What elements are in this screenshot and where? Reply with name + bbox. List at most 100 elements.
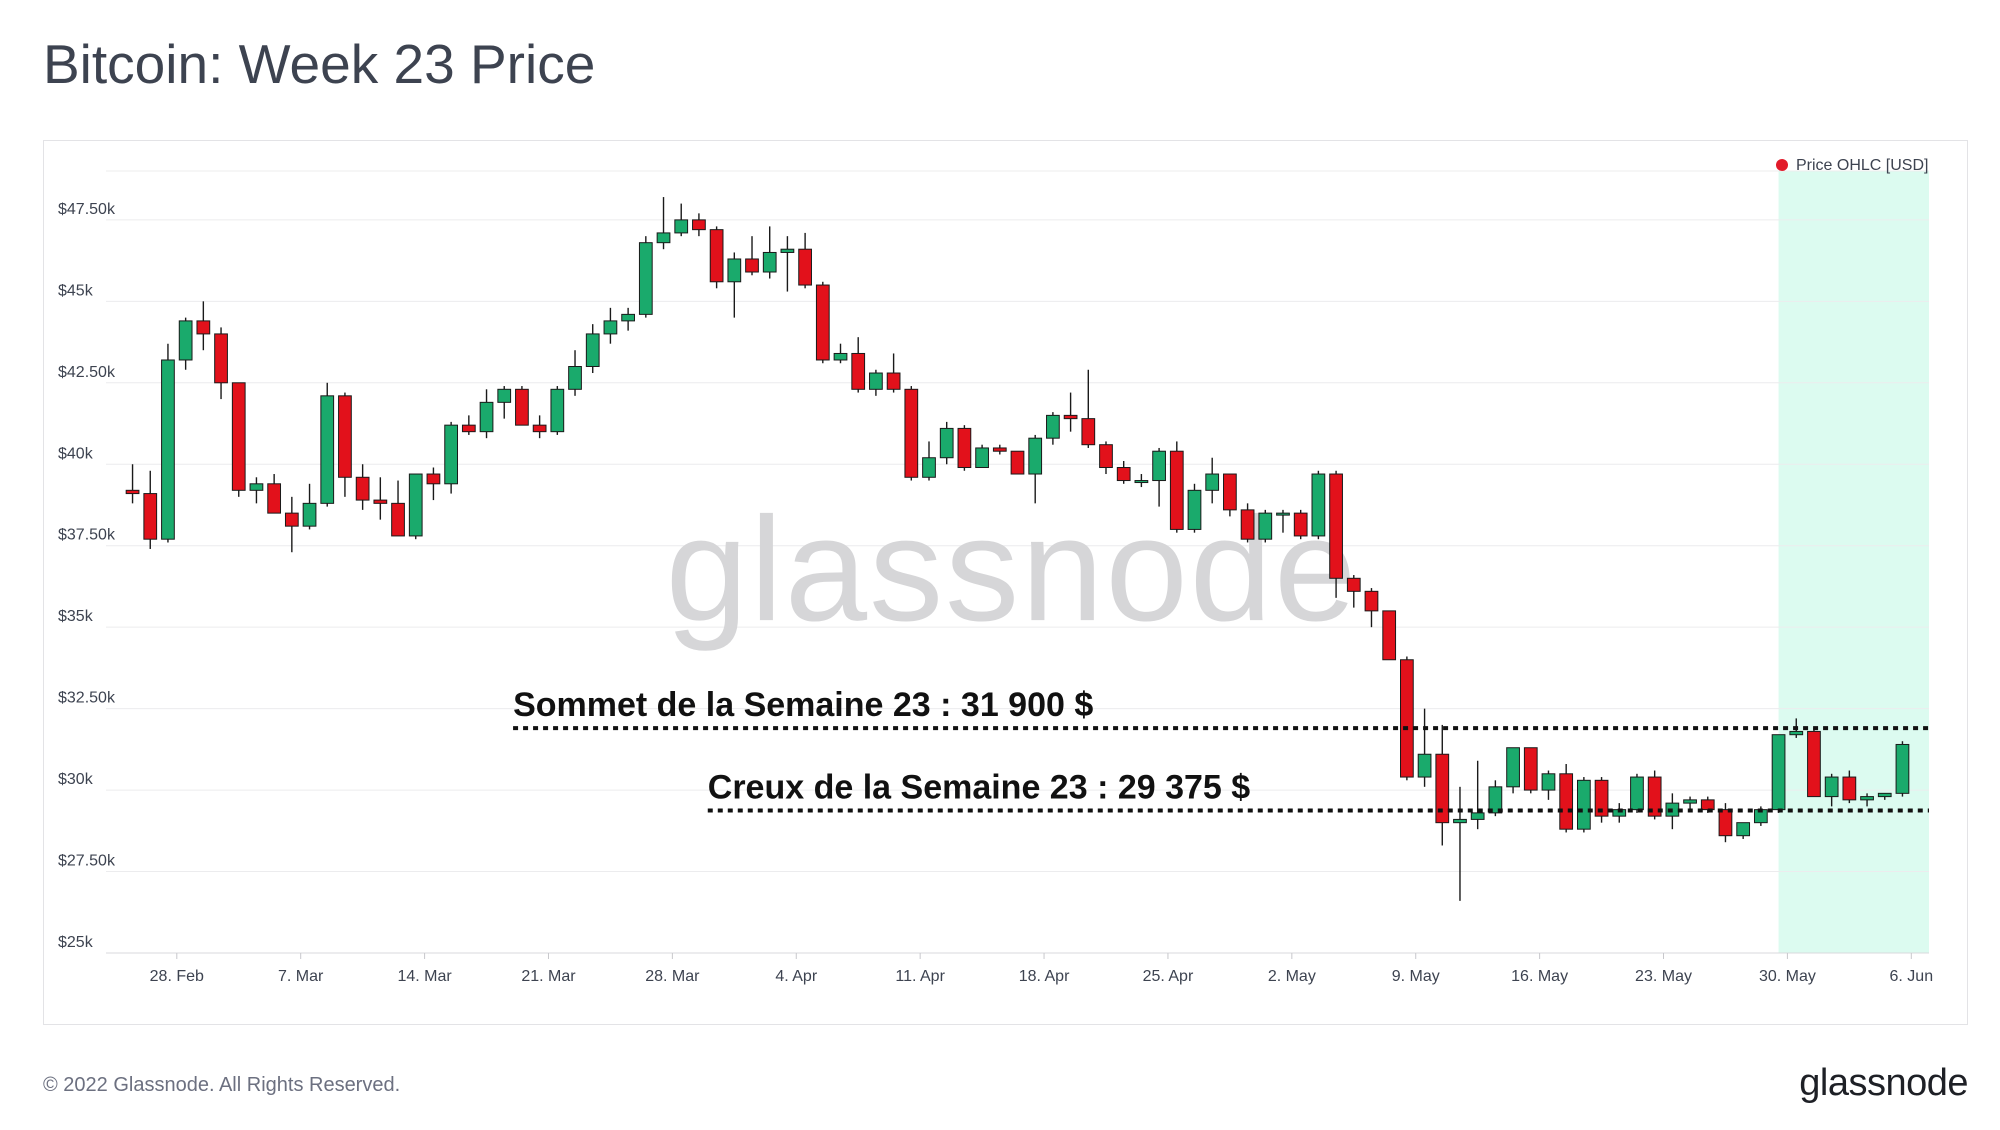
candle-body <box>1453 818 1467 824</box>
x-tick-label: 9. May <box>1392 968 1440 985</box>
candle-body <box>1099 444 1113 469</box>
x-tick-label: 7. Mar <box>278 968 324 985</box>
candle <box>1488 780 1503 817</box>
candle-body <box>178 320 193 361</box>
candle <box>355 464 370 510</box>
candle <box>515 386 529 426</box>
candle-body <box>1789 730 1804 736</box>
candle <box>1329 470 1343 598</box>
candle <box>249 477 264 504</box>
candle <box>621 307 635 331</box>
x-tick-label: 2. May <box>1268 968 1316 985</box>
candle-body <box>975 447 989 469</box>
candle <box>1718 803 1733 843</box>
candle-body <box>214 333 228 384</box>
candle-body <box>1700 799 1715 811</box>
candle <box>320 382 335 507</box>
candle <box>1541 770 1556 800</box>
candle <box>1081 369 1096 448</box>
watermark: glassnode <box>666 487 1359 652</box>
candle <box>1116 460 1131 484</box>
candle-body <box>1081 418 1096 446</box>
y-tick-label: $42.50k <box>58 364 116 381</box>
candle-body <box>585 333 600 368</box>
candle <box>1311 470 1326 540</box>
candle-body <box>1400 659 1414 778</box>
candle-body <box>1010 450 1025 475</box>
legend-dot <box>1776 159 1788 171</box>
candle <box>568 350 582 396</box>
annotations-layer: Sommet de la Semaine 23 : 31 900 $ Creux … <box>513 686 1929 813</box>
candle <box>1647 770 1662 820</box>
candle <box>1400 656 1414 781</box>
candle-body <box>869 372 883 390</box>
x-tick-label: 21. Mar <box>521 968 576 985</box>
candle-body <box>1258 512 1273 540</box>
x-tick-label: 4. Apr <box>775 968 817 985</box>
candle <box>922 441 936 481</box>
candle-body <box>1470 812 1485 820</box>
candle-body <box>1063 414 1078 420</box>
candle-body <box>196 320 211 335</box>
y-tick-label: $45k <box>58 282 94 299</box>
candle-body <box>320 395 335 504</box>
candle <box>1860 793 1874 807</box>
candle <box>1205 457 1220 504</box>
candle <box>1169 441 1184 533</box>
y-tick-label: $35k <box>58 608 94 625</box>
candle <box>692 213 706 237</box>
candle-body <box>1718 809 1733 837</box>
candle-body <box>231 382 246 491</box>
x-tick-label: 14. Mar <box>397 968 452 985</box>
candle-body <box>1683 799 1697 804</box>
candle-body <box>1877 792 1892 798</box>
candle-body <box>1346 577 1361 592</box>
y-tick-label: $32.50k <box>58 690 116 707</box>
candle-body <box>1293 512 1308 537</box>
candle-body <box>1630 776 1644 811</box>
candle <box>992 444 1007 455</box>
candle <box>1453 786 1467 901</box>
candle-body <box>674 219 689 234</box>
candle-body <box>1771 734 1786 811</box>
candle <box>1771 734 1786 813</box>
candle-body <box>1559 773 1574 830</box>
candle <box>1099 441 1113 475</box>
candle-body <box>1046 414 1060 439</box>
x-tick-label: 6. Jun <box>1890 968 1934 985</box>
candle-body <box>1152 450 1166 482</box>
candle <box>1824 773 1839 807</box>
footer-copyright: © 2022 Glassnode. All Rights Reserved. <box>43 1074 401 1096</box>
candle <box>1435 724 1450 846</box>
legend: Price OHLC [USD] <box>1776 157 1928 174</box>
candle-body <box>638 242 653 315</box>
candle-body <box>125 489 140 495</box>
highlight-band <box>1778 171 1929 953</box>
candle-body <box>1807 730 1821 798</box>
candle-body <box>1523 747 1538 791</box>
candle <box>869 369 883 396</box>
candle <box>196 301 211 351</box>
candle-body <box>1311 473 1326 537</box>
chart-frame: glassnode $25k $27.50k $30k $32.50k $35k $37.… <box>43 140 1968 1025</box>
candle <box>1240 503 1255 543</box>
candle-body <box>745 258 759 273</box>
candle <box>656 197 671 250</box>
candle <box>603 307 618 344</box>
candle <box>231 382 246 497</box>
candle-body <box>408 473 423 537</box>
candle <box>638 236 653 318</box>
y-tick-label: $25k <box>58 934 94 951</box>
candle-body <box>709 229 724 283</box>
candle-body <box>833 352 848 361</box>
candle <box>780 236 795 292</box>
candle-body <box>957 427 972 469</box>
x-tick-label: 28. Feb <box>150 968 204 985</box>
candle <box>550 386 565 435</box>
candle <box>284 496 299 553</box>
candle-body <box>143 493 158 540</box>
candle <box>1523 747 1538 794</box>
candle <box>1700 796 1715 813</box>
candle <box>1010 450 1025 475</box>
candle <box>727 252 742 318</box>
